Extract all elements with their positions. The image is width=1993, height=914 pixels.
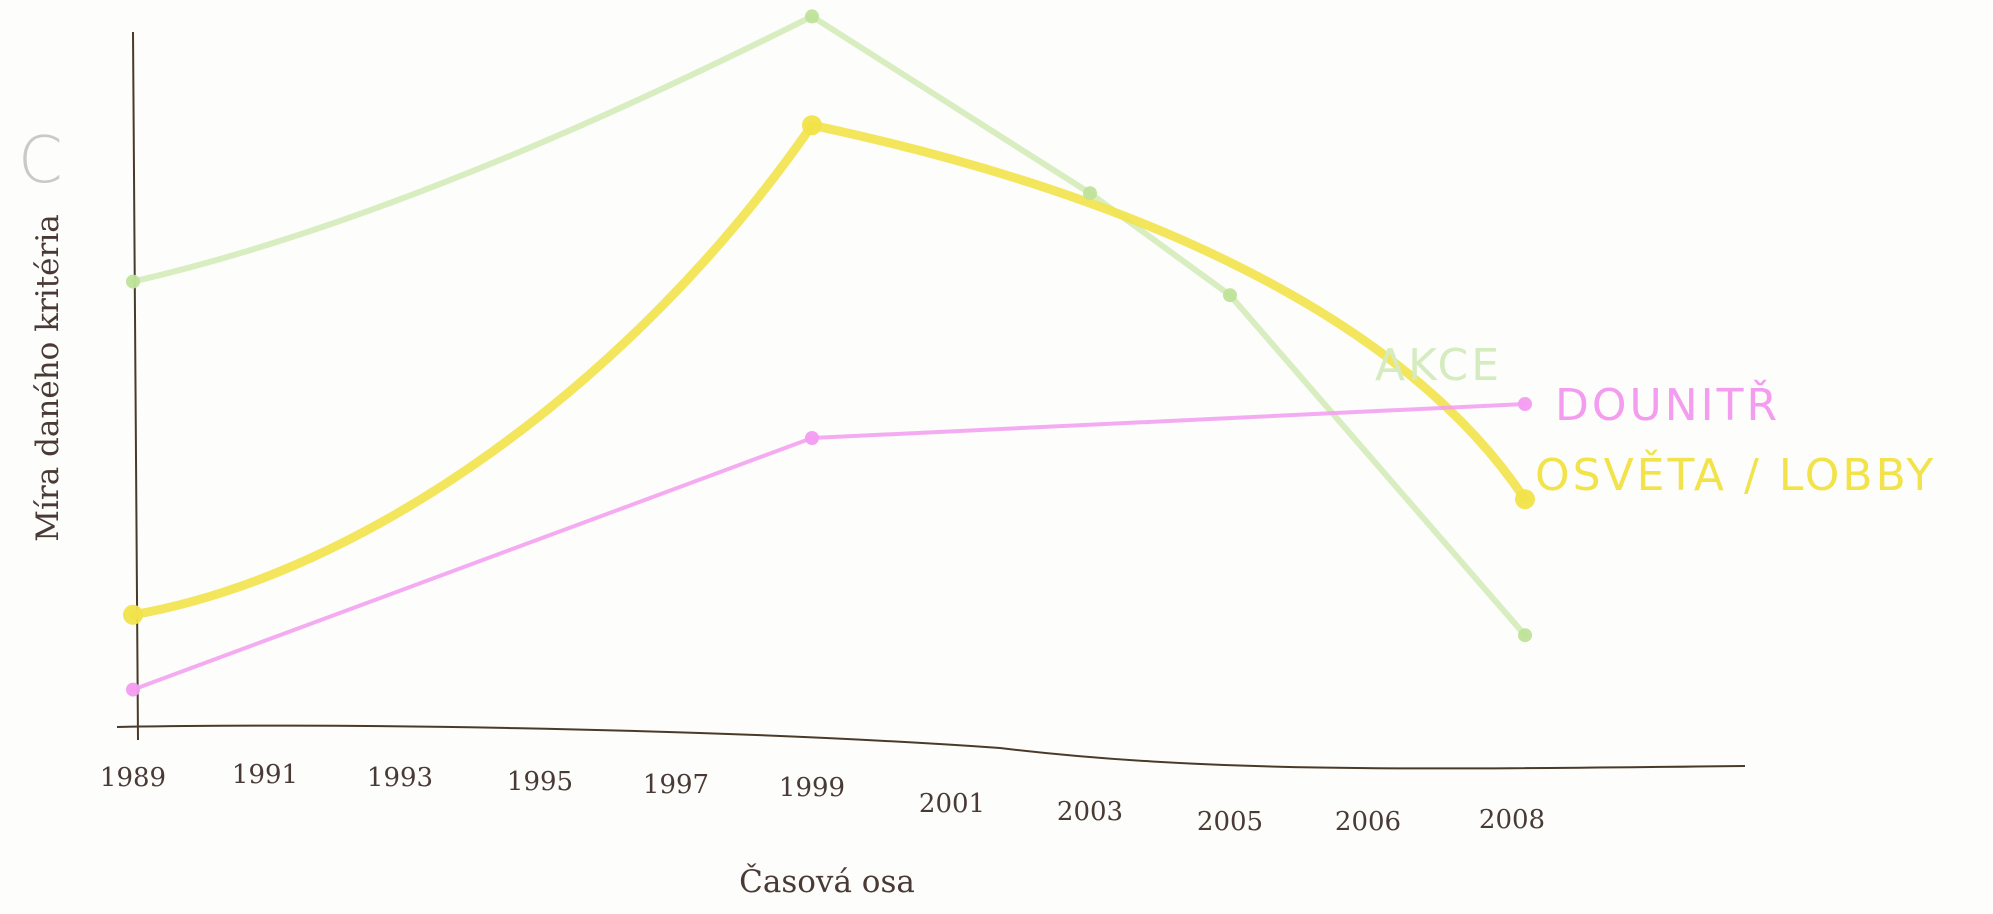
point-marks — [123, 9, 1535, 697]
data-point — [805, 431, 819, 445]
x-tick-label: 2008 — [1479, 805, 1545, 835]
x-tick-label: 1999 — [779, 773, 845, 803]
series-lines — [128, 13, 1530, 692]
data-point — [1515, 489, 1535, 510]
data-point — [802, 115, 822, 136]
x-tick-label: 1991 — [232, 760, 298, 790]
data-point — [805, 9, 819, 24]
data-point — [1083, 186, 1097, 201]
x-axis-title: Časová osa — [739, 862, 915, 900]
x-axis-line — [116, 724, 1746, 770]
series-label-osveta-lobby: OSVĚTA / LOBBY — [1535, 448, 1936, 501]
data-point — [1223, 288, 1237, 303]
data-point — [126, 682, 140, 697]
axes — [116, 31, 1746, 770]
x-tick-label: 1993 — [367, 763, 433, 793]
x-tick-label: 2001 — [919, 789, 985, 819]
data-point — [123, 604, 143, 625]
series-line-1 — [128, 120, 1530, 620]
series-label-dounitr: DOUNITŘ — [1555, 379, 1780, 431]
x-tick-label: 1989 — [100, 763, 166, 793]
data-point — [1518, 628, 1532, 643]
x-tick-label: 2003 — [1057, 797, 1123, 827]
y-axis-line — [132, 31, 139, 741]
x-tick-labels: 1989 1991 1993 1995 1997 1999 2001 2003 2005 2006… — [100, 760, 1545, 837]
series-label-akce: AKCE — [1375, 340, 1502, 391]
x-tick-label: 2005 — [1197, 807, 1263, 837]
y-axis-title: Míra daného kritéria — [30, 214, 66, 541]
series-line-0 — [130, 13, 1528, 639]
data-point — [126, 274, 140, 289]
corner-mark: C — [18, 124, 63, 198]
data-point — [1518, 397, 1532, 411]
x-tick-label: 1997 — [643, 770, 709, 800]
x-tick-label: 2006 — [1335, 807, 1401, 837]
x-tick-label: 1995 — [507, 767, 573, 797]
